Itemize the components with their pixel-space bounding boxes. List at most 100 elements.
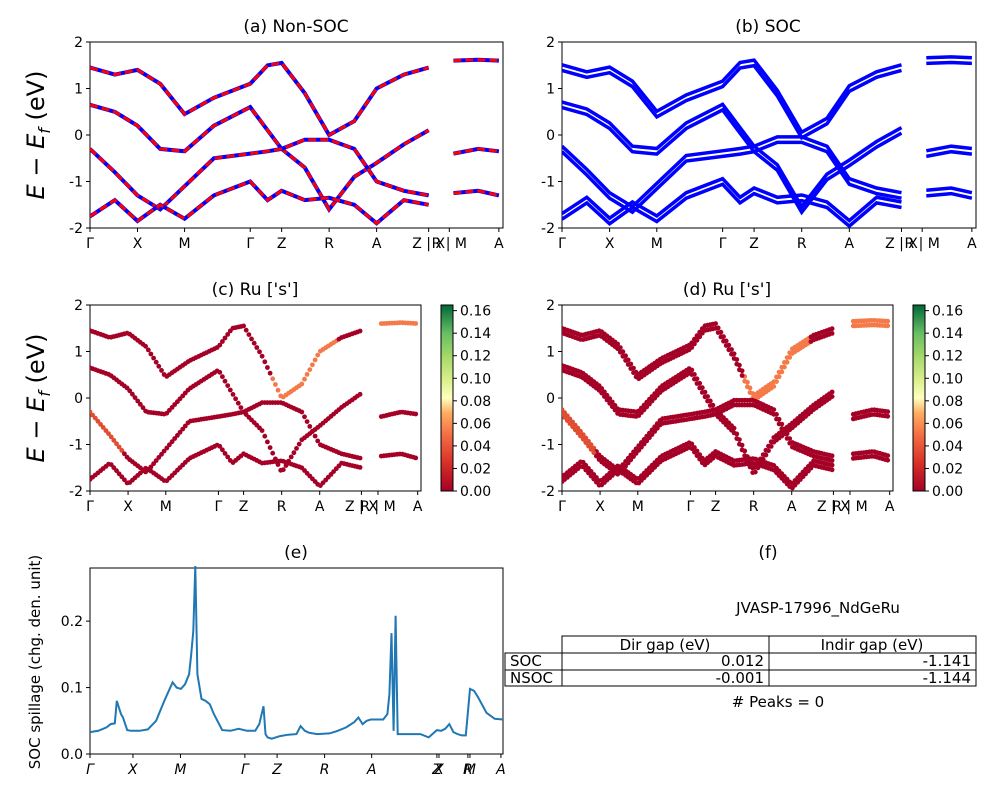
projected-band-point bbox=[267, 370, 273, 376]
y-tick-label: 2 bbox=[74, 35, 83, 51]
x-tick-label: Γ bbox=[558, 236, 566, 252]
projected-band-point bbox=[307, 367, 313, 372]
projected-band-point bbox=[829, 389, 835, 395]
table-subtitle: JVASP-17996_NdGeRu bbox=[735, 599, 900, 618]
x-tick-label: M bbox=[464, 762, 476, 778]
x-tick-label: M bbox=[160, 499, 172, 515]
projected-band-point bbox=[787, 355, 793, 360]
projected-band-point bbox=[235, 400, 241, 406]
y-tick-label: 2 bbox=[546, 35, 555, 51]
y-tick-label: 2 bbox=[546, 298, 555, 314]
projected-band-point bbox=[220, 447, 225, 453]
x-tick-label: X bbox=[605, 236, 615, 252]
panel-a-ylabel: E − Ef (eV) bbox=[22, 71, 54, 200]
projected-band-point bbox=[299, 409, 305, 415]
projected-band-point bbox=[288, 454, 294, 460]
panel-a-title: (a) Non-SOC bbox=[243, 17, 348, 37]
projected-band-point bbox=[692, 449, 697, 455]
projected-band-point bbox=[307, 424, 313, 429]
projected-band-point bbox=[609, 404, 615, 410]
projected-band-point bbox=[140, 405, 146, 411]
x-tick-label: X bbox=[595, 499, 605, 515]
band-line-soc bbox=[926, 60, 972, 66]
projected-band-point bbox=[768, 444, 774, 449]
projected-band-point bbox=[243, 327, 249, 333]
projected-band-point bbox=[567, 421, 573, 426]
x-tick-label: Z bbox=[431, 762, 442, 778]
x-tick-label: Z | X bbox=[885, 236, 918, 252]
x-tick-label: Z | X bbox=[817, 499, 850, 515]
y-tick-label: 0 bbox=[74, 128, 83, 144]
projected-band-point bbox=[111, 437, 117, 443]
y-tick-label: -1 bbox=[541, 438, 555, 454]
projected-band-point bbox=[723, 343, 729, 348]
projected-band-point bbox=[249, 336, 254, 342]
projected-band-point bbox=[782, 364, 787, 370]
x-tick-label: Γ bbox=[687, 499, 695, 515]
projected-band-point bbox=[153, 359, 159, 365]
projected-band-point bbox=[302, 414, 307, 420]
x-tick-label: Γ bbox=[86, 762, 95, 778]
band-line-soc bbox=[925, 149, 973, 159]
projected-band-point bbox=[689, 441, 695, 447]
projected-band-point bbox=[259, 428, 265, 433]
projected-band-point bbox=[731, 430, 737, 436]
projected-band-point bbox=[747, 390, 753, 395]
projected-band-point bbox=[623, 358, 628, 363]
panel-d-colorbar: 0.00 0.02 0.04 0.06 0.08 0.10 0.12 0.14 0.16 bbox=[912, 304, 963, 500]
projected-band-point bbox=[280, 467, 286, 473]
projected-band-point bbox=[222, 451, 228, 456]
x-tick-label: Z | X bbox=[412, 236, 445, 252]
projected-band-point bbox=[182, 423, 188, 429]
projected-band-point bbox=[145, 347, 151, 353]
panel-f-title: (f) bbox=[758, 543, 777, 563]
projected-band-point bbox=[633, 451, 639, 456]
projected-band-point bbox=[315, 438, 321, 444]
projected-band-point bbox=[273, 382, 278, 387]
projected-band-point bbox=[699, 390, 705, 395]
projected-band-point bbox=[169, 439, 175, 445]
projected-band-point bbox=[238, 405, 244, 410]
x-tick-label: R bbox=[749, 499, 759, 515]
projected-band-point bbox=[774, 379, 779, 384]
projected-band-point bbox=[779, 426, 785, 432]
projected-band-point bbox=[739, 373, 745, 378]
projected-band-point bbox=[220, 339, 225, 344]
projected-band-point bbox=[304, 372, 310, 377]
x-tick-label: Z bbox=[271, 762, 282, 778]
projected-band-point bbox=[562, 415, 567, 420]
projected-band-point bbox=[620, 353, 626, 359]
projected-band-point bbox=[625, 362, 631, 367]
projected-band-point bbox=[159, 368, 164, 373]
projected-band-point bbox=[702, 394, 708, 400]
projected-band-point bbox=[265, 365, 270, 370]
projected-band-point bbox=[784, 436, 790, 441]
colorbar-tick-label: 0.02 bbox=[460, 461, 491, 477]
projected-band-point bbox=[776, 421, 782, 427]
projected-band-point bbox=[713, 321, 718, 326]
projected-band-point bbox=[262, 433, 268, 439]
colorbar-tick-label: 0.16 bbox=[932, 304, 963, 320]
projected-band-point bbox=[594, 453, 599, 459]
x-tick-label: A bbox=[366, 762, 377, 778]
x-tick-label: Γ bbox=[215, 499, 223, 515]
x-tick-label: Γ bbox=[241, 762, 250, 778]
y-tick-label: -2 bbox=[69, 484, 83, 500]
y-tick-label: -2 bbox=[69, 221, 83, 237]
x-tick-label: R | M bbox=[832, 499, 867, 515]
projected-band-point bbox=[771, 384, 777, 389]
projected-band-point bbox=[829, 467, 835, 473]
x-tick-label: M bbox=[651, 236, 663, 252]
projected-band-point bbox=[615, 346, 620, 352]
x-tick-label: Γ bbox=[558, 499, 566, 515]
x-tick-label: A bbox=[494, 236, 504, 252]
projected-band-point bbox=[132, 395, 138, 400]
projected-band-point bbox=[583, 440, 589, 445]
projected-band-point bbox=[299, 381, 305, 387]
projected-band-point bbox=[310, 428, 315, 434]
x-tick-label: R bbox=[797, 236, 807, 252]
projected-band-point bbox=[413, 411, 419, 417]
table-row-nsoc-indir: -1.144 bbox=[923, 669, 971, 687]
projected-band-point bbox=[734, 436, 740, 441]
